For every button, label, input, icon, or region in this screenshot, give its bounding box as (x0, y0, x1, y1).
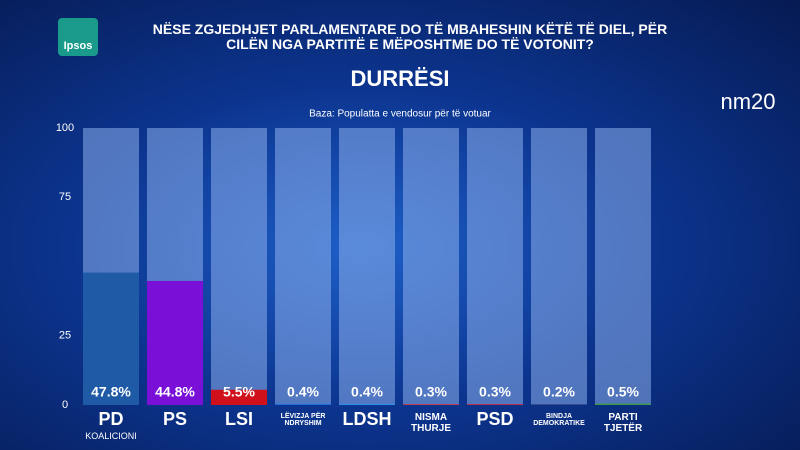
chart-title: NËSE ZGJEDHJET PARLAMENTARE DO TË MBAHES… (152, 21, 668, 52)
x-tick-label: PARTI TJETËR (603, 412, 643, 434)
logo-box (58, 18, 98, 56)
value-label: 0.5% (607, 384, 639, 400)
value-label: 0.2% (543, 384, 575, 400)
bar-background (595, 128, 651, 405)
value-label: 0.4% (351, 384, 383, 400)
bar-background (531, 128, 587, 405)
x-tick-label: LSI (224, 409, 253, 429)
bar-background (339, 128, 395, 405)
y-tick-label: 25 (59, 330, 71, 342)
bar (147, 280, 203, 405)
x-tick-label: PD (98, 409, 124, 429)
x-tick-label: LDSH (342, 409, 392, 429)
value-label: 47.8% (91, 384, 131, 400)
bar (211, 389, 267, 405)
bar (595, 403, 651, 405)
bar-background (211, 128, 267, 405)
logo: Ipsos (64, 40, 93, 52)
value-label: 0.3% (479, 384, 511, 400)
y-tick-label: 75 (59, 191, 71, 203)
value-label: 44.8% (155, 384, 195, 400)
bar (83, 272, 139, 405)
bar-background (275, 128, 331, 405)
value-label: 0.4% (287, 384, 319, 400)
value-label: 5.5% (223, 384, 255, 400)
channel-logo: nm20 (720, 89, 775, 114)
bar (403, 404, 459, 405)
y-tick-label: 0 (62, 399, 68, 411)
note: Baza: Populatta e vendosur për të votuar (309, 109, 491, 120)
bar-background (467, 128, 523, 405)
bar-background (403, 128, 459, 405)
chart-subtitle: DURRËSI (350, 66, 449, 91)
bar (275, 403, 331, 405)
x-tick-label: LËVIZJA PËR NDRYSHIM (280, 413, 326, 428)
value-label: 0.3% (415, 384, 447, 400)
bar (339, 403, 395, 405)
x-tick-label: PSD (476, 409, 514, 429)
x-tick-label: BINDJA DEMOKRATIKE (533, 413, 585, 428)
x-tick-label: PS (162, 409, 187, 429)
x-tick-sublabel: KOALICIONI (85, 431, 137, 441)
y-tick-label: 100 (56, 122, 74, 134)
bar (531, 404, 587, 405)
bar (467, 404, 523, 405)
x-tick-label: NISMA THURJE (410, 412, 451, 434)
